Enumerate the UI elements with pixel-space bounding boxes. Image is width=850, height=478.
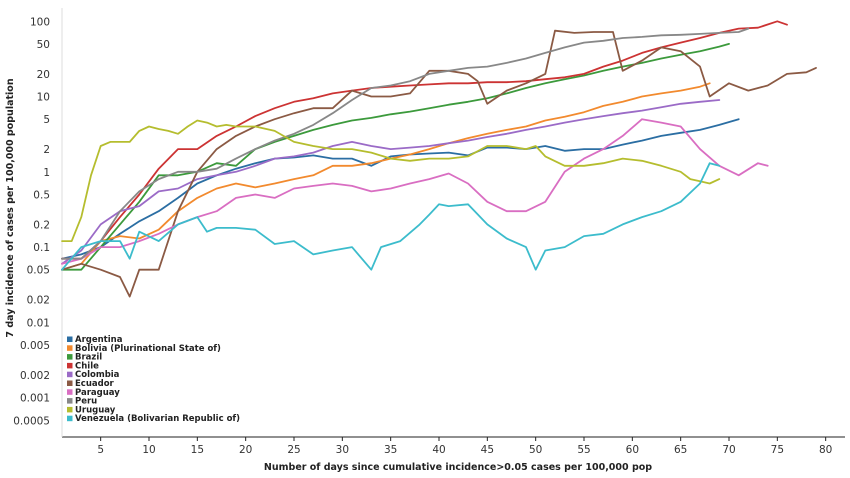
- legend-swatch: [67, 336, 73, 342]
- legend-label: Brazil: [75, 353, 102, 363]
- series-line-argentina: [61, 118, 740, 260]
- y-axis-title: 7 day incidence of cases per 100,000 pop…: [5, 78, 16, 337]
- legend-swatch: [67, 415, 73, 422]
- x-tick-label: 5: [97, 444, 104, 456]
- legend-label: Peru: [75, 397, 97, 407]
- legend-label: Uruguay: [75, 405, 116, 415]
- y-tick-label: 0.01: [27, 317, 50, 329]
- y-tick-label: 0.0005: [13, 415, 50, 427]
- legend-label: Bolivia (Plurinational State of): [75, 344, 221, 354]
- series-line-brazil: [61, 43, 730, 271]
- legend-swatch: [67, 389, 73, 395]
- x-axis-title: Number of days since cumulative incidenc…: [264, 462, 652, 473]
- y-tick-label: 0.002: [20, 370, 50, 382]
- x-tick-label: 30: [336, 444, 349, 456]
- x-tick-label: 25: [287, 444, 300, 456]
- legend-label: Colombia: [75, 370, 120, 380]
- legend-label: Ecuador: [75, 379, 115, 389]
- y-tick-label: 50: [37, 39, 50, 51]
- series-line-chile: [61, 20, 788, 260]
- series-line-venezuela-bolivarian-republic-of: [61, 162, 721, 271]
- legend-swatch: [67, 406, 73, 413]
- legend-label: Paraguay: [75, 388, 120, 398]
- y-tick-label: 0.1: [33, 242, 50, 254]
- legend-label: Chile: [75, 361, 99, 371]
- y-tick-label: 0.02: [27, 295, 50, 307]
- x-tick-label: 55: [577, 444, 590, 456]
- x-tick-label: 70: [722, 444, 735, 456]
- x-tick-label: 60: [626, 444, 639, 456]
- legend-label: Argentina: [75, 335, 123, 345]
- y-tick-label: 0.2: [33, 219, 50, 231]
- y-ticks: 0.0005 0.001 0.002 0.005 0.01 0.02 0.05 0.1 0.2 0…: [13, 16, 50, 427]
- series-layer: [61, 20, 817, 298]
- x-tick-label: 20: [239, 444, 252, 456]
- y-tick-label: 10: [37, 92, 50, 104]
- x-tick-label: 45: [481, 444, 494, 456]
- x-tick-label: 75: [771, 444, 784, 456]
- y-tick-label: 2: [43, 144, 50, 156]
- y-tick-label: 0.05: [27, 265, 50, 277]
- y-tick-label: 100: [30, 16, 50, 28]
- y-tick-label: 0.001: [20, 393, 50, 405]
- x-tick-label: 40: [432, 444, 445, 456]
- x-tick-label: 65: [674, 444, 687, 456]
- series-line-colombia: [61, 99, 721, 265]
- y-tick-label: 1: [43, 167, 50, 179]
- x-ticks: 5 10 15 20 25 30 35 40 45 50 55 60 65 70 75 80: [97, 437, 832, 456]
- y-tick-label: 0.005: [20, 340, 50, 352]
- x-tick-label: 50: [529, 444, 542, 456]
- legend-swatch: [67, 398, 73, 404]
- y-tick-label: 5: [43, 114, 50, 126]
- series-line-uruguay: [61, 119, 721, 242]
- y-tick-label: 0.5: [33, 189, 50, 201]
- legend-swatch: [67, 345, 73, 351]
- legend-label: Venezuela (Bolivarian Republic of): [75, 414, 240, 424]
- x-tick-label: 35: [384, 444, 397, 456]
- legend-swatch: [67, 380, 73, 386]
- y-tick-label: 20: [37, 69, 50, 81]
- x-tick-label: 10: [142, 444, 155, 456]
- legend-swatch: [67, 354, 73, 360]
- x-tick-label: 15: [191, 444, 204, 456]
- series-line-ecuador: [61, 29, 817, 298]
- x-tick-label: 80: [819, 444, 832, 456]
- legend-swatch: [67, 371, 73, 378]
- legend-swatch: [67, 362, 73, 369]
- series-line-peru: [61, 27, 750, 260]
